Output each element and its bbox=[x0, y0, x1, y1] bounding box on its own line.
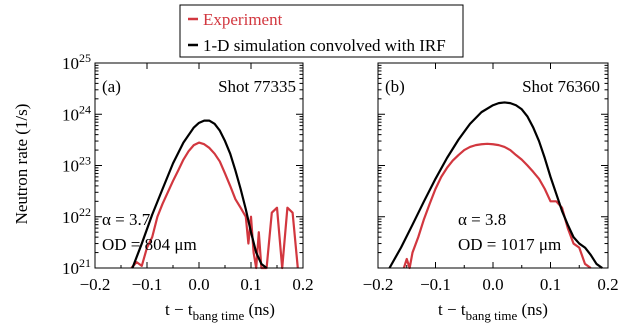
panel-b-label: (b) bbox=[385, 77, 405, 96]
panel-b-simulation-line bbox=[388, 101, 603, 269]
panel-a-y-ticks: 1021 1022 1023 1024 1025 bbox=[62, 51, 303, 278]
panel-a-xlabel-main: t − t bbox=[165, 300, 193, 319]
panel-b-xlabel-sub: bang time bbox=[466, 308, 518, 323]
panel-a: −0.2 −0.1 0.0 0.1 0.2 1021 1022 1023 1024 1025 (… bbox=[62, 51, 314, 323]
panel-b-od: OD = 1017 μm bbox=[458, 235, 561, 254]
panel-b-shot-label: Shot 76360 bbox=[522, 77, 600, 96]
x-tick-label: −0.2 bbox=[363, 275, 394, 294]
x-tick-label: 0.2 bbox=[597, 275, 618, 294]
legend-box bbox=[179, 4, 464, 58]
legend-experiment-label: Experiment bbox=[203, 10, 283, 29]
panel-b-xlabel-main: t − t bbox=[438, 300, 466, 319]
y-tick-label: 1021 bbox=[62, 256, 91, 278]
panel-a-od: OD = 804 μm bbox=[102, 235, 197, 254]
panel-b-x-ticks: −0.2 −0.1 0.0 0.1 0.2 bbox=[363, 63, 619, 294]
x-tick-label: 0.0 bbox=[188, 275, 209, 294]
panel-a-simulation-line bbox=[131, 119, 268, 269]
panel-b-plot-area bbox=[388, 101, 603, 270]
y-tick-label: 1024 bbox=[62, 102, 91, 124]
x-tick-label: 0.1 bbox=[240, 275, 261, 294]
x-tick-label: −0.1 bbox=[132, 275, 163, 294]
panel-a-shot-label: Shot 77335 bbox=[218, 77, 296, 96]
panel-a-alpha: α = 3.7 bbox=[102, 210, 151, 229]
y-tick-label: 1022 bbox=[62, 205, 91, 227]
panel-b-alpha: α = 3.8 bbox=[458, 210, 506, 229]
panel-a-xlabel-sub: bang time bbox=[193, 308, 245, 323]
panel-a-plot-area bbox=[130, 119, 299, 270]
y-tick-label: 1025 bbox=[62, 51, 91, 73]
panel-a-xlabel-unit: (ns) bbox=[244, 300, 275, 319]
y-tick-label: 1023 bbox=[62, 154, 91, 176]
x-tick-label: 0.1 bbox=[540, 275, 561, 294]
x-tick-label: 0.2 bbox=[292, 275, 313, 294]
panel-b-x-axis-label: t − tbang time (ns) bbox=[438, 300, 548, 323]
legend-simulation-label: 1-D simulation convolved with IRF bbox=[203, 36, 446, 55]
x-tick-label: −0.1 bbox=[420, 275, 451, 294]
legend: Experiment 1-D simulation convolved with… bbox=[179, 4, 464, 58]
panel-a-x-axis-label: t − tbang time (ns) bbox=[165, 300, 275, 323]
panel-b-xlabel-unit: (ns) bbox=[517, 300, 548, 319]
panel-a-experiment-line bbox=[130, 141, 299, 270]
panel-a-label: (a) bbox=[102, 77, 121, 96]
panel-a-x-ticks: −0.2 −0.1 0.0 0.1 0.2 bbox=[80, 63, 314, 294]
panel-b-y-ticks bbox=[378, 62, 608, 269]
y-axis-label: Neutron rate (1/s) bbox=[12, 104, 31, 225]
x-tick-label: 0.0 bbox=[482, 275, 503, 294]
panel-b-experiment-line bbox=[402, 142, 592, 270]
panel-b: −0.2 −0.1 0.0 0.1 0.2 (b) Shot 76360 α = 3.8… bbox=[363, 62, 619, 323]
x-tick-label: −0.2 bbox=[80, 275, 111, 294]
